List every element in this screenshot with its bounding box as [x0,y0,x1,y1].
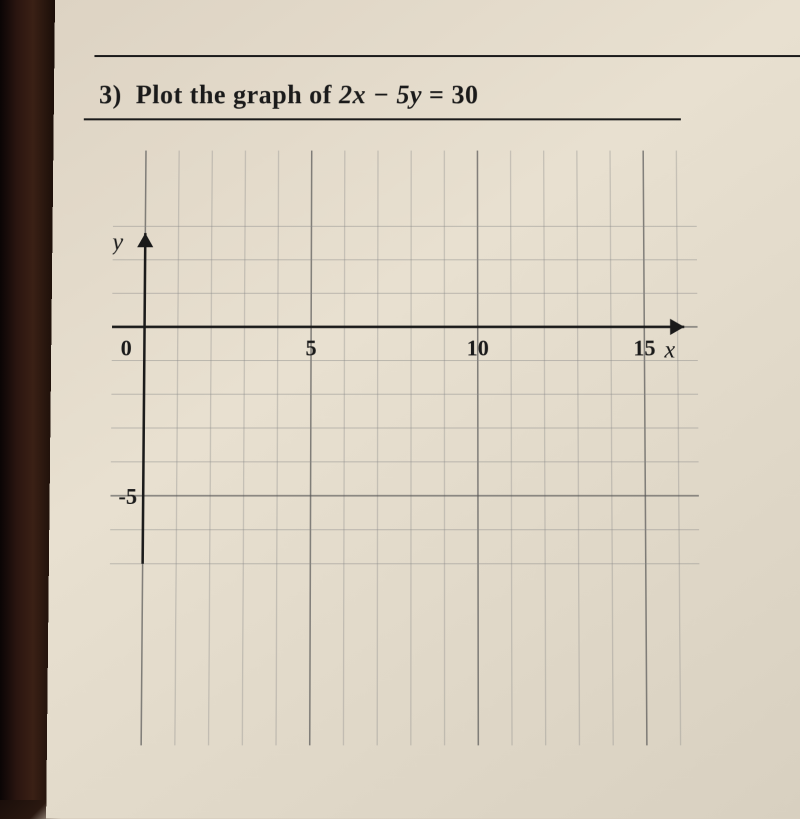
grid-svg: 0 5 10 15 -5 x y [108,151,701,746]
question-underline [84,118,681,120]
question-prompt: 3) Plot the graph of 2x − 5y = 30 [99,80,479,110]
question-text-body: Plot the graph of [136,80,332,109]
equation-rhs: = 30 [429,80,478,109]
svg-text:y: y [110,229,123,255]
equation-lhs: 2x − 5y [339,80,422,109]
svg-text:x: x [663,337,675,364]
svg-text:-5: -5 [118,483,137,509]
coordinate-grid: 0 5 10 15 -5 x y [108,151,701,746]
worksheet-page: 3) Plot the graph of 2x − 5y = 30 0 5 10 15… [46,0,800,819]
svg-text:0: 0 [121,335,132,361]
header-rule [94,55,800,57]
question-number: 3) [99,80,122,109]
svg-text:10: 10 [467,335,489,361]
svg-text:15: 15 [633,335,655,361]
svg-text:5: 5 [305,335,316,361]
